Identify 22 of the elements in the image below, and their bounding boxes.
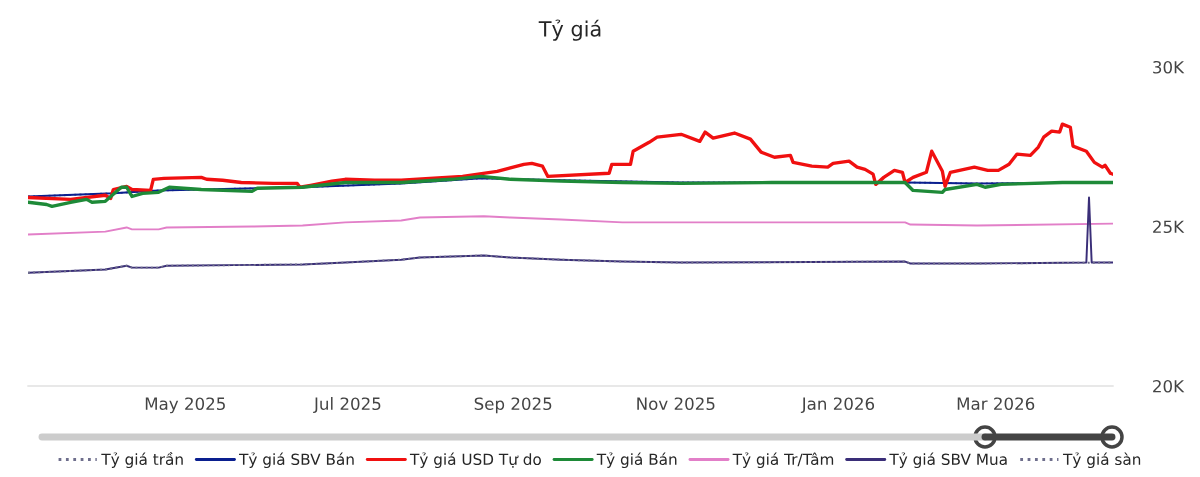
legend-label: Tỷ giá SBV Bán bbox=[239, 452, 354, 469]
line-series bbox=[28, 254, 1113, 274]
chart-title: Tỷ giá bbox=[538, 19, 601, 41]
legend-label: Tỷ giá trần bbox=[101, 451, 183, 469]
legend-label: Tỷ giá Bán bbox=[596, 452, 677, 469]
x-tick-label: May 2025 bbox=[145, 397, 225, 414]
line-series bbox=[28, 215, 1113, 236]
line-series bbox=[28, 196, 1113, 274]
line-series bbox=[28, 174, 1113, 209]
x-tick-label: Jan 2026 bbox=[800, 397, 875, 414]
legend-label: Tỷ giá USD Tự do bbox=[409, 452, 541, 469]
y-tick-label: 20K bbox=[1153, 379, 1185, 393]
line-series bbox=[28, 122, 1113, 202]
x-tick-label: Sep 2025 bbox=[474, 397, 552, 414]
x-tick-label: Nov 2025 bbox=[637, 397, 715, 411]
x-tick-label: Jul 2025 bbox=[313, 397, 381, 414]
x-tick-label: Mar 2026 bbox=[957, 397, 1035, 411]
legend-label: Tỷ giá SBV Mua bbox=[889, 452, 1007, 469]
y-tick-label: 30K bbox=[1153, 60, 1185, 74]
legend-label: Tỷ giá sàn bbox=[1062, 452, 1141, 469]
legend-label: Tỷ giá Tr/Tâm bbox=[732, 452, 834, 469]
y-tick-label: 25K bbox=[1153, 220, 1185, 234]
